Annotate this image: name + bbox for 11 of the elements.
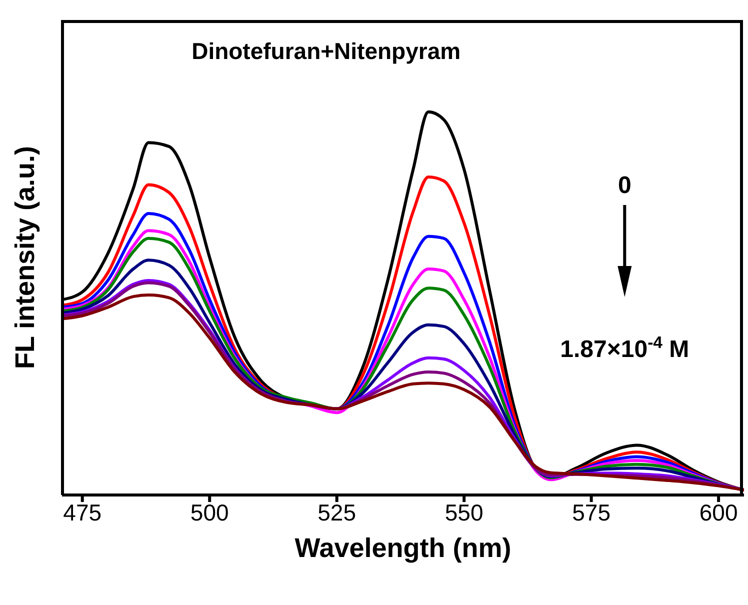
y-axis-title: FL intensity (a.u.) (10, 146, 41, 370)
x-tick-label: 600 (699, 499, 738, 526)
x-axis-title: Wavelength (nm) (294, 533, 512, 563)
chart-title: Dinotefuran+Nitenpyram (192, 38, 461, 65)
x-tick-label: 575 (572, 499, 610, 526)
x-tick-label: 500 (190, 499, 229, 526)
x-tick-label: 550 (444, 499, 484, 526)
annotation: 1.87×10$^{-4}$ M (560, 332, 690, 363)
annotation: 0 (618, 172, 632, 199)
x-tick-label: 475 (63, 499, 102, 526)
x-tick-label: 525 (318, 499, 356, 526)
